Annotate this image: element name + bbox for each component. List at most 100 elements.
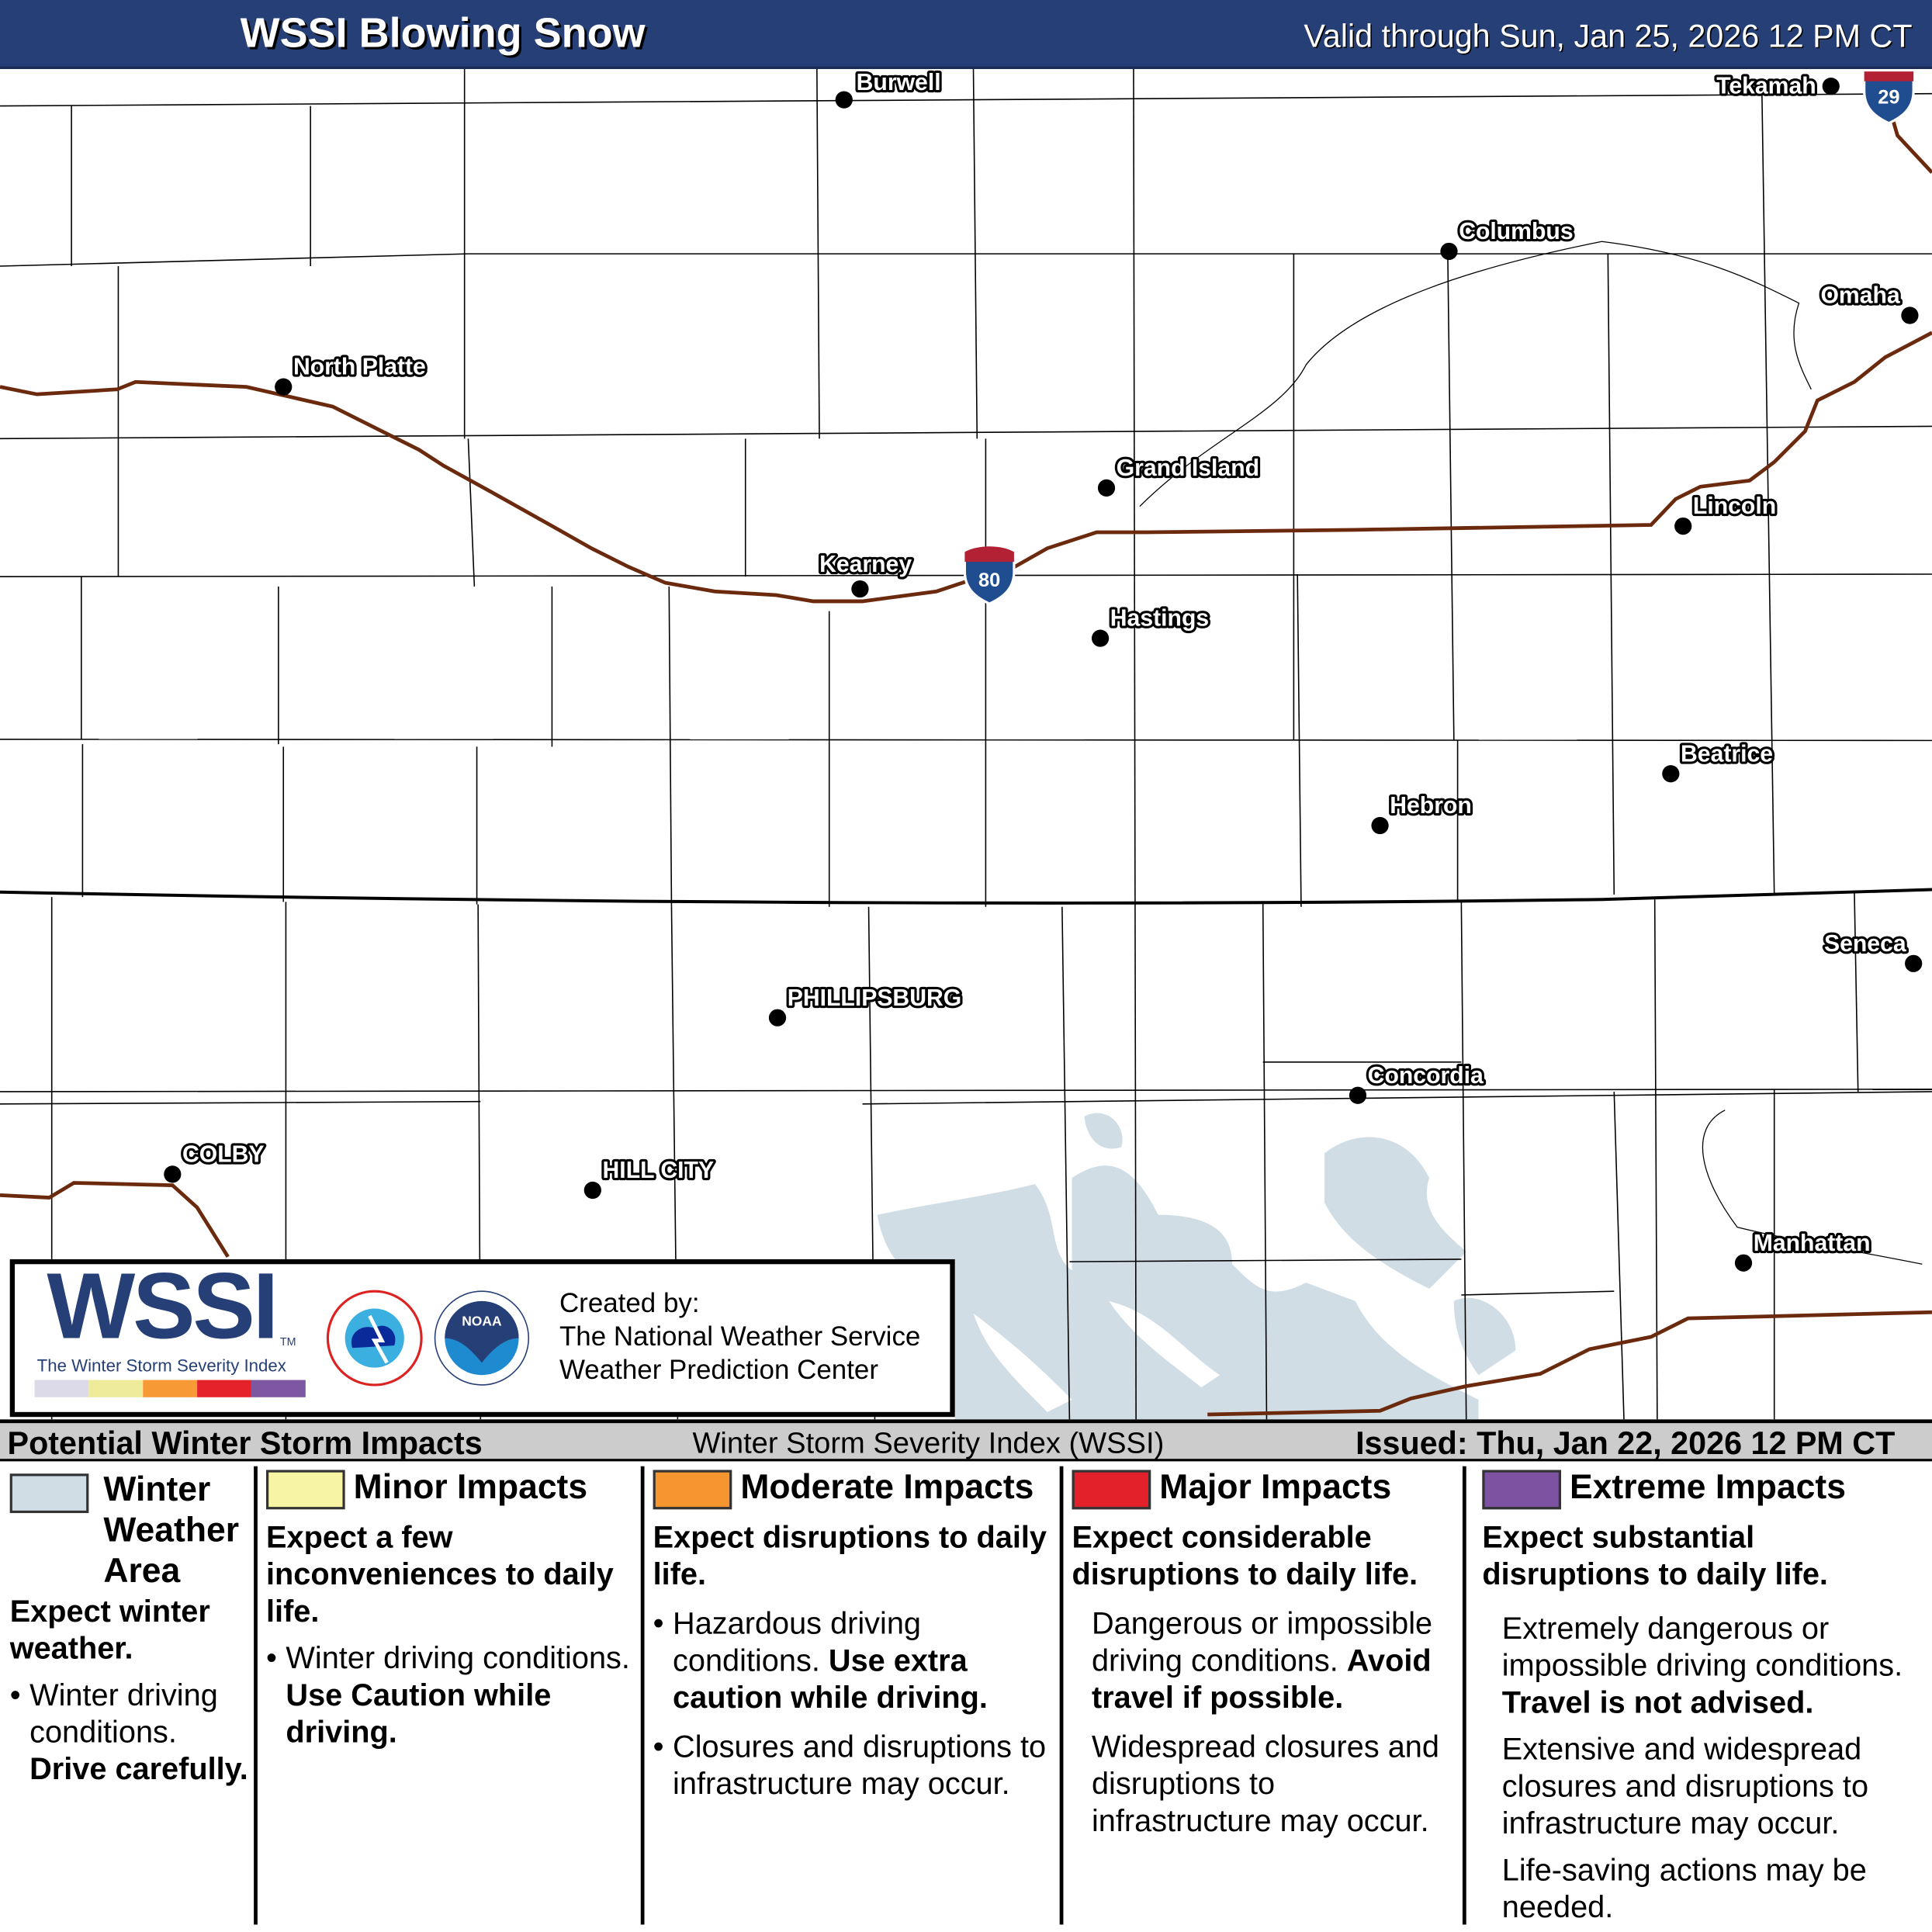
county-line: [0, 1100, 481, 1105]
county-line: [668, 586, 673, 907]
city-label: HILL CITY: [603, 1158, 715, 1183]
river: [1139, 241, 1923, 1265]
created-line: The National Weather Service: [559, 1321, 921, 1352]
scale-swatch: [251, 1380, 306, 1397]
city-marker: [275, 378, 293, 396]
issued-time: Issued: Thu, Jan 22, 2026 12 PM CT: [1356, 1424, 1896, 1462]
county-line: [862, 1091, 1932, 1105]
county-line: [1262, 902, 1268, 1420]
city-marker: [164, 1165, 182, 1183]
city-concordia: Concordia: [1349, 1061, 1486, 1104]
city-label: Concordia: [1368, 1063, 1484, 1089]
valid-through: Valid through Sun, Jan 25, 2026 12 PM CT: [1304, 17, 1913, 54]
legend-index-name: Winter Storm Severity Index (WSSI): [692, 1426, 1165, 1460]
city-omaha: Omaha: [1818, 280, 1919, 324]
county-line: [0, 253, 469, 267]
scale-swatch: [143, 1380, 198, 1397]
legend-major: Major Impacts Expect considerable disrup…: [1072, 1467, 1439, 1839]
city-label: Burwell: [857, 70, 941, 95]
city-label: Manhattan: [1754, 1231, 1871, 1256]
county-line: [816, 68, 820, 439]
city-marker: [835, 91, 853, 109]
scale-swatch: [197, 1380, 251, 1397]
county-line: [1653, 899, 1658, 1420]
swatch: [9, 1473, 89, 1514]
trademark-mark: TM: [279, 1335, 296, 1349]
county-line: [0, 425, 1932, 440]
county-line: [1133, 68, 1137, 1420]
state-boundary: [0, 888, 1932, 905]
city-marker: [583, 1181, 601, 1200]
county-line: [467, 438, 476, 587]
created-line: Created by:: [559, 1287, 700, 1319]
city-marker: [1371, 816, 1389, 835]
snow-gaps: [973, 1300, 1220, 1412]
city-manhattan: Manhattan: [1734, 1228, 1873, 1272]
interstate-80-shield: 80: [963, 546, 1016, 605]
city-hebron: Hebron: [1371, 791, 1474, 835]
city-marker: [1822, 78, 1840, 95]
city-seneca: Seneca: [1822, 929, 1923, 972]
legend-extreme: Extreme Impacts Expect substantial disru…: [1482, 1467, 1903, 1926]
city-marker: [1674, 517, 1692, 535]
county-line: [0, 739, 1932, 742]
legend-winter-weather: Winter Weather Area Expect winter weathe…: [9, 1469, 251, 1925]
city-marker: [851, 580, 869, 598]
divider: [1059, 1466, 1064, 1925]
city-marker: [1097, 479, 1116, 497]
county-line: [1461, 1290, 1615, 1296]
legend-heading: Potential Winter Storm Impacts: [7, 1424, 483, 1462]
map: 80 29 Burwell Tekamah Columbus Omaha North P…: [0, 68, 1932, 1420]
county-line: [972, 68, 978, 439]
legend-moderate: Moderate Impacts Expect disruptions to d…: [653, 1468, 1055, 1925]
city-label: Kearney: [819, 552, 912, 577]
interstate-29-shield: 29: [1863, 70, 1915, 125]
scale-swatch: [34, 1380, 89, 1397]
city-hastings: Hastings: [1091, 604, 1211, 647]
city-grand-island: Grand Island: [1097, 453, 1262, 497]
shield-label: 29: [1878, 86, 1899, 108]
legend-minor: Minor Impacts Expect a few inconvenience…: [266, 1468, 635, 1925]
wssi-subtitle: The Winter Storm Severity Index: [36, 1355, 286, 1376]
city-label: Grand Island: [1117, 455, 1259, 481]
legend-bar: Potential Winter Storm Impacts Winter St…: [0, 1419, 1932, 1462]
city-colby: COLBY: [164, 1139, 267, 1183]
city-burwell: Burwell: [835, 69, 943, 109]
agency-logos: NOAA: [326, 1290, 530, 1387]
county-line: [1069, 1259, 1462, 1262]
city-label: Hastings: [1110, 606, 1209, 632]
divider: [640, 1466, 645, 1925]
wssi-color-scale: [34, 1380, 306, 1397]
city-label: Lincoln: [1693, 493, 1776, 519]
created-by: Created by: The National Weather Service…: [559, 1286, 920, 1387]
interstate-road: [0, 331, 1932, 604]
county-line: [1613, 1091, 1625, 1420]
wssi-logo-text: WSSI: [47, 1254, 279, 1359]
interstate-road: [1207, 1310, 1932, 1417]
city-hill-city: HILL CITY: [583, 1155, 716, 1200]
city-label: Tekamah: [1716, 74, 1816, 99]
county-line: [1297, 573, 1302, 907]
city-beatrice: Beatrice: [1662, 739, 1775, 783]
city-label: Hebron: [1390, 793, 1472, 819]
city-marker: [1440, 242, 1458, 261]
county-line: [0, 92, 1932, 107]
shield-label: 80: [978, 570, 1000, 591]
county-line: [1607, 254, 1615, 895]
created-line: Weather Prediction Center: [559, 1354, 878, 1385]
city-label: Seneca: [1824, 931, 1906, 957]
city-marker: [768, 1009, 787, 1027]
city-north-platte: North Platte: [275, 352, 428, 396]
divider: [254, 1466, 258, 1925]
city-label: Omaha: [1820, 283, 1899, 309]
scale-swatch: [88, 1380, 144, 1397]
city-phillipsburg: PHILLIPSBURG: [768, 983, 964, 1027]
city-label: Beatrice: [1681, 741, 1773, 767]
city-marker: [1905, 954, 1923, 972]
map-title: WSSI Blowing Snow: [240, 9, 646, 57]
logo-box: WSSI TM The Winter Storm Severity Index …: [9, 1254, 955, 1418]
city-label: North Platte: [293, 355, 426, 380]
city-kearney: Kearney: [817, 549, 915, 598]
county-line: [1854, 892, 1859, 1092]
